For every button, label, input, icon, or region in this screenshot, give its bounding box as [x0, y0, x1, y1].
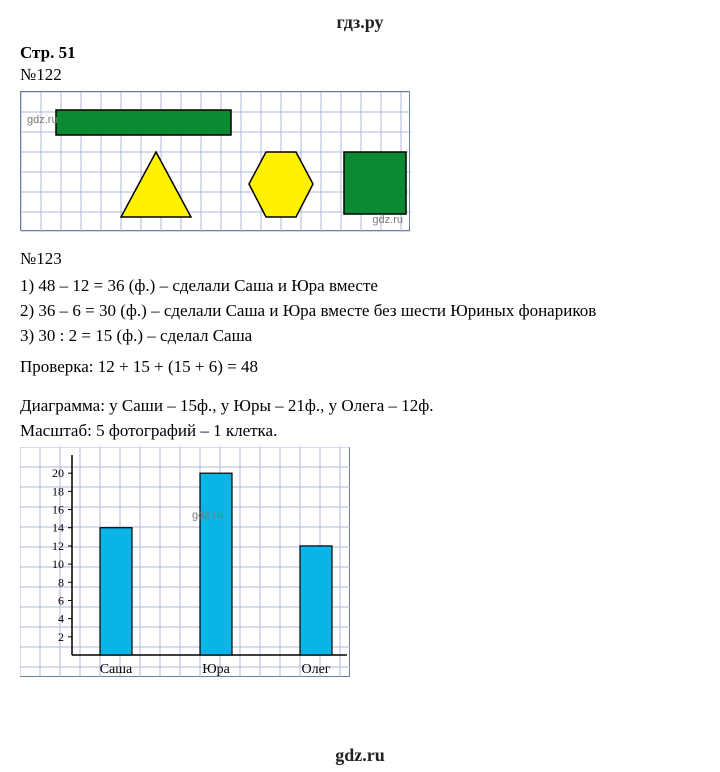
site-footer: gdz.ru — [0, 745, 720, 766]
page-reference: Стр. 51 — [20, 43, 700, 63]
svg-text:Олег: Олег — [301, 662, 330, 677]
site-header: гдз.ру — [20, 12, 700, 33]
exercise-122-number: №122 — [20, 65, 700, 85]
svg-text:10: 10 — [52, 557, 64, 571]
svg-text:Юра: Юра — [202, 662, 230, 677]
exercise-123-number: №123 — [20, 249, 700, 269]
svg-text:18: 18 — [52, 484, 64, 498]
solution-line-2: 2) 36 – 6 = 30 (ф.) – сделали Саша и Юра… — [20, 300, 700, 323]
bar-chart: 2 4 6 8 10 12 14 16 18 20 Саша Юра Олег gdz.ru — [20, 447, 350, 677]
diagram-desc: Диаграмма: у Саши – 15ф., у Юры – 21ф., … — [20, 395, 700, 418]
svg-text:6: 6 — [58, 593, 64, 607]
scale-desc: Масштаб: 5 фотографий – 1 клетка. — [20, 420, 700, 443]
svg-text:2: 2 — [58, 629, 64, 643]
shapes-svg — [21, 92, 411, 232]
svg-text:Саша: Саша — [100, 662, 133, 677]
svg-text:4: 4 — [58, 611, 64, 625]
svg-text:8: 8 — [58, 575, 64, 589]
svg-text:14: 14 — [52, 520, 64, 534]
svg-text:20: 20 — [52, 466, 64, 480]
bar-chart-svg: 2 4 6 8 10 12 14 16 18 20 Саша Юра Олег gdz.ru — [20, 447, 350, 677]
check-line: Проверка: 12 + 15 + (15 + 6) = 48 — [20, 356, 700, 379]
solution-line-3: 3) 30 : 2 = 15 (ф.) – сделал Саша — [20, 325, 700, 348]
solution-line-1: 1) 48 – 12 = 36 (ф.) – сделали Саша и Юр… — [20, 275, 700, 298]
shapes-figure: gdz.ru gdz.ru — [20, 91, 410, 231]
svg-text:16: 16 — [52, 502, 64, 516]
svg-text:12: 12 — [52, 539, 64, 553]
svg-text:gdz.ru: gdz.ru — [192, 509, 223, 521]
